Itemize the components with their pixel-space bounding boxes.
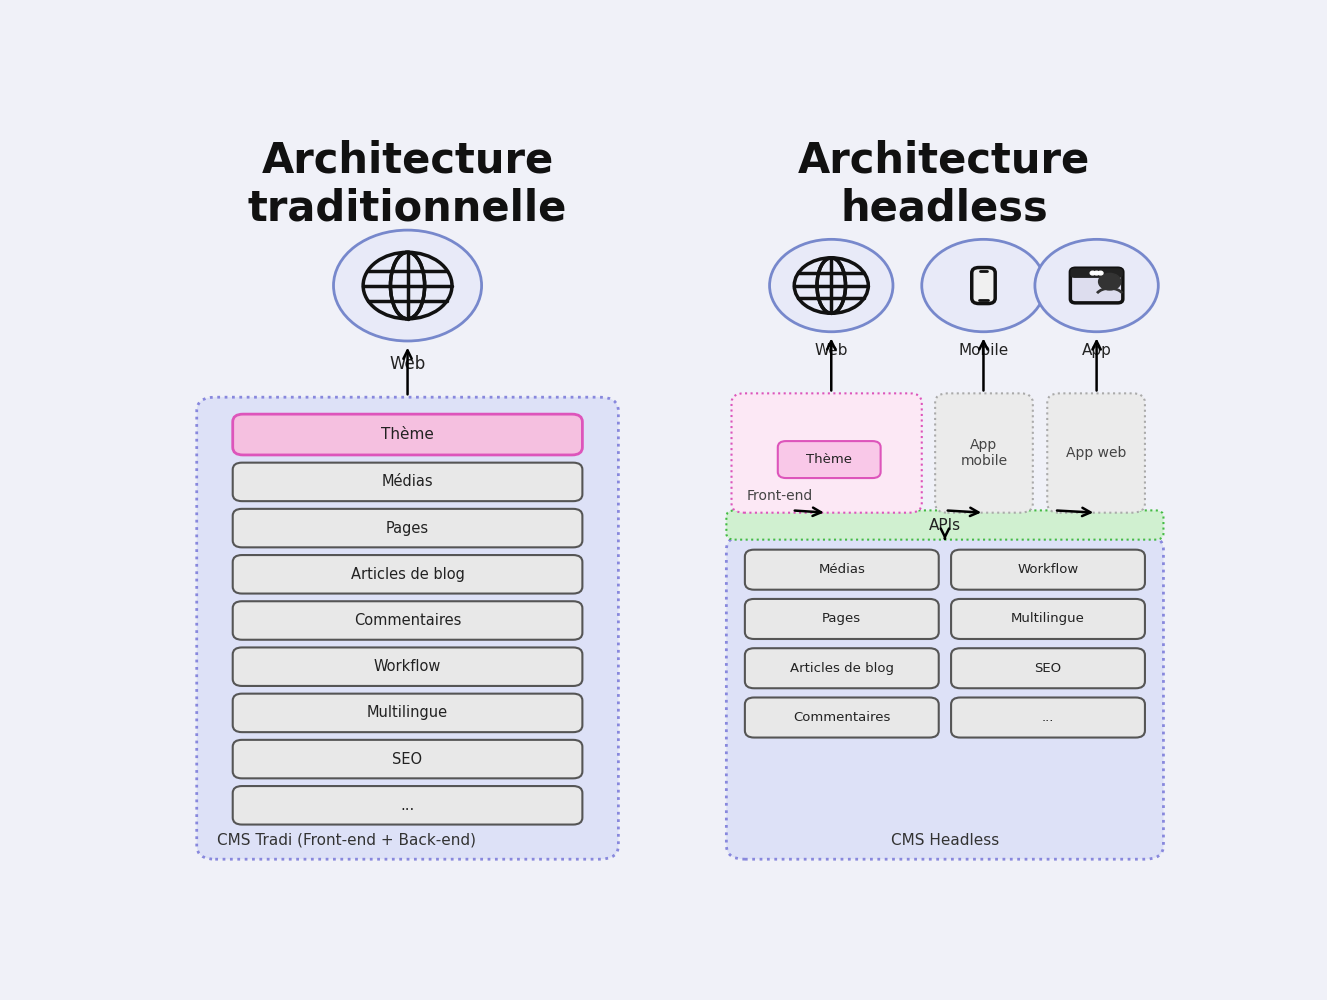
Text: CMS Tradi (Front-end + Back-end): CMS Tradi (Front-end + Back-end) (218, 833, 476, 848)
Text: SEO: SEO (1035, 662, 1062, 675)
FancyBboxPatch shape (232, 601, 583, 640)
FancyBboxPatch shape (1071, 268, 1123, 303)
Circle shape (922, 239, 1046, 332)
Text: Web: Web (389, 355, 426, 373)
FancyBboxPatch shape (951, 550, 1145, 590)
FancyBboxPatch shape (232, 555, 583, 594)
Circle shape (1097, 271, 1103, 275)
Text: Commentaires: Commentaires (794, 711, 890, 724)
Circle shape (770, 239, 893, 332)
FancyBboxPatch shape (726, 536, 1164, 859)
Text: App
mobile: App mobile (961, 438, 1007, 468)
FancyBboxPatch shape (936, 393, 1032, 513)
FancyBboxPatch shape (232, 509, 583, 547)
Text: Multilingue: Multilingue (1011, 612, 1085, 625)
Text: App: App (1082, 343, 1112, 358)
FancyBboxPatch shape (744, 648, 938, 688)
Text: Front-end: Front-end (747, 489, 813, 503)
FancyBboxPatch shape (951, 648, 1145, 688)
FancyBboxPatch shape (726, 510, 1164, 540)
Text: Médias: Médias (382, 474, 434, 489)
FancyBboxPatch shape (232, 694, 583, 732)
FancyBboxPatch shape (232, 647, 583, 686)
Text: App web: App web (1066, 446, 1127, 460)
Circle shape (1095, 271, 1099, 275)
Text: ...: ... (401, 798, 414, 813)
FancyBboxPatch shape (951, 698, 1145, 738)
Circle shape (1035, 239, 1158, 332)
FancyBboxPatch shape (196, 397, 618, 859)
Circle shape (1091, 271, 1095, 275)
Text: Thème: Thème (807, 453, 852, 466)
Text: Pages: Pages (823, 612, 861, 625)
Text: Pages: Pages (386, 521, 429, 536)
Text: Architecture
headless: Architecture headless (799, 139, 1091, 230)
Text: Workflow: Workflow (374, 659, 442, 674)
Text: Thème: Thème (381, 427, 434, 442)
Text: Mobile: Mobile (958, 343, 1009, 358)
FancyBboxPatch shape (232, 414, 583, 455)
Text: Médias: Médias (819, 563, 865, 576)
Text: Articles de blog: Articles de blog (350, 567, 464, 582)
Text: APIs: APIs (929, 518, 961, 533)
Text: Architecture
traditionnelle: Architecture traditionnelle (248, 139, 567, 230)
FancyBboxPatch shape (1071, 268, 1123, 278)
Text: ...: ... (1042, 711, 1054, 724)
FancyBboxPatch shape (232, 786, 583, 825)
FancyBboxPatch shape (232, 740, 583, 778)
FancyBboxPatch shape (951, 599, 1145, 639)
FancyBboxPatch shape (744, 550, 938, 590)
Text: SEO: SEO (393, 752, 422, 767)
FancyBboxPatch shape (1047, 393, 1145, 513)
Text: CMS Headless: CMS Headless (890, 833, 999, 848)
Text: Commentaires: Commentaires (354, 613, 462, 628)
FancyBboxPatch shape (731, 393, 922, 513)
Text: Articles de blog: Articles de blog (790, 662, 894, 675)
FancyBboxPatch shape (232, 463, 583, 501)
Circle shape (1099, 273, 1121, 290)
FancyBboxPatch shape (778, 441, 881, 478)
FancyBboxPatch shape (971, 268, 995, 304)
FancyBboxPatch shape (744, 599, 938, 639)
Text: Multilingue: Multilingue (368, 705, 449, 720)
Circle shape (333, 230, 482, 341)
Text: Workflow: Workflow (1018, 563, 1079, 576)
FancyBboxPatch shape (744, 698, 938, 738)
Text: Web: Web (815, 343, 848, 358)
